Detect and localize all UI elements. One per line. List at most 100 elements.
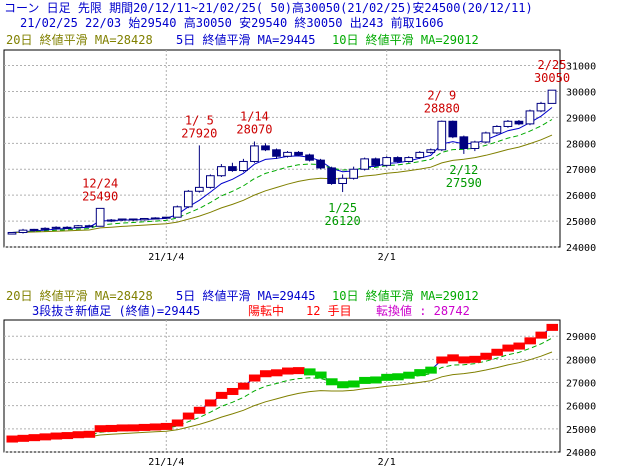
- candle-up: [206, 175, 215, 188]
- ma10-legend-bottom: 10日 終値平滑 MA=29012: [332, 289, 479, 303]
- candle-up: [161, 216, 171, 219]
- candle-up: [183, 190, 193, 208]
- brick-up: [469, 355, 481, 363]
- lower-x-tick-label: 2/1: [378, 457, 396, 468]
- ma20-legend-bottom: 20日 終値平滑 MA=28428: [6, 289, 153, 303]
- candle-up: [95, 207, 105, 227]
- upper-y-tick-label: 27000: [566, 165, 596, 176]
- brick-up: [458, 356, 470, 364]
- candle-down: [228, 166, 237, 172]
- brick-up: [149, 423, 162, 431]
- brick-up: [513, 342, 525, 350]
- trough-value-label: 27590: [446, 176, 482, 190]
- chart-ohlc-line: 21/02/25 22/03 始29540 高30050 安29540 終300…: [20, 16, 444, 30]
- brick-down: [381, 373, 393, 381]
- candle-up: [117, 218, 127, 221]
- candle-up: [503, 120, 513, 127]
- candle-up: [250, 145, 259, 162]
- trough-value-label: 26120: [325, 214, 361, 228]
- peak-value-label: 28070: [236, 123, 272, 137]
- peak-date-label: 2/ 9: [427, 89, 456, 103]
- trough-date-label: 1/25: [328, 201, 357, 215]
- ma10-legend-top: 10日 終値平滑 MA=29012: [332, 33, 479, 47]
- candle-up: [73, 225, 83, 229]
- brick-up: [28, 434, 41, 442]
- peak-date-label: 1/14: [240, 110, 269, 124]
- ma5-legend-top: 5日 終値平滑 MA=29445: [176, 33, 316, 47]
- candle-up: [536, 102, 546, 112]
- candle-up: [239, 160, 248, 172]
- candle-down: [316, 159, 325, 169]
- brick-down: [326, 378, 338, 386]
- brick-up: [535, 331, 547, 339]
- brick-up: [502, 344, 514, 352]
- candle-up: [150, 217, 160, 220]
- brick-up: [17, 434, 30, 442]
- upper-y-tick-label: 31000: [566, 62, 596, 73]
- brick-up: [83, 430, 96, 438]
- brick-down: [403, 371, 415, 379]
- brick-up: [127, 424, 140, 432]
- brick-up: [72, 431, 85, 439]
- candle-up: [338, 177, 347, 184]
- peak-date-label: 2/25: [538, 58, 567, 72]
- brick-up: [259, 370, 272, 378]
- candle-down: [393, 157, 403, 162]
- brick-up: [39, 433, 52, 441]
- upper-y-tick-label: 26000: [566, 191, 596, 202]
- candle-up: [437, 120, 447, 151]
- candle-down: [305, 154, 314, 161]
- brick-up: [215, 391, 228, 399]
- brick-up: [248, 374, 261, 382]
- brick-up: [105, 424, 118, 432]
- brick-up: [436, 356, 448, 364]
- brick-up: [282, 367, 294, 375]
- lower-brick-panel: 29000 28000 27000 26000 25000 24000 21/1/4 2/1: [3, 319, 596, 468]
- brick-down: [425, 366, 437, 374]
- brick-up: [61, 432, 74, 440]
- peak-value-label: 30050: [534, 71, 570, 85]
- upper-y-tick-label: 29000: [566, 113, 596, 124]
- upper-y-tick-label: 30000: [566, 87, 596, 98]
- brick-down: [337, 381, 349, 389]
- brick-up: [226, 387, 239, 395]
- ma20-legend-top: 20日 終値平滑 MA=28428: [6, 33, 153, 47]
- peak-value-label: 28880: [424, 102, 460, 116]
- brick-down: [370, 376, 382, 384]
- lower-y-tick-label: 29000: [566, 332, 596, 343]
- candle-up: [40, 227, 50, 230]
- peak-value-label: 27920: [181, 126, 217, 140]
- candle-up: [481, 132, 491, 143]
- candle-up: [172, 206, 182, 218]
- peak-date-label: 1/ 5: [185, 113, 214, 127]
- brick-up: [138, 423, 151, 431]
- brick-up: [546, 323, 559, 331]
- brick-up: [94, 425, 107, 433]
- brick-up: [50, 432, 63, 440]
- candle-down: [371, 158, 381, 166]
- brick-up: [171, 419, 184, 427]
- kagi-info: 3段抜き新値足 (終値)=29445: [32, 304, 201, 318]
- candle-up: [349, 168, 358, 179]
- candle-up: [7, 231, 17, 235]
- candle-down: [128, 218, 138, 221]
- candle-down: [261, 145, 270, 151]
- lower-y-tick-label: 24000: [566, 448, 596, 459]
- brick-down: [392, 373, 404, 381]
- candle-up: [426, 149, 436, 153]
- candle-up: [106, 219, 116, 222]
- brick-down: [304, 368, 316, 376]
- peak-date-label: 12/24: [82, 177, 118, 191]
- candle-down: [84, 225, 94, 228]
- brick-up: [160, 422, 173, 430]
- candle-up: [29, 228, 39, 231]
- candle-up: [360, 158, 370, 170]
- brick-down: [348, 380, 360, 388]
- peak-value-label: 25490: [82, 190, 118, 204]
- candle-up: [525, 110, 535, 125]
- ma5-legend-bottom: 5日 終値平滑 MA=29445: [176, 289, 316, 303]
- brick-up: [182, 412, 195, 420]
- reversal-value: 転換値 : 28742: [376, 304, 470, 318]
- upper-y-tick-label: 28000: [566, 139, 596, 150]
